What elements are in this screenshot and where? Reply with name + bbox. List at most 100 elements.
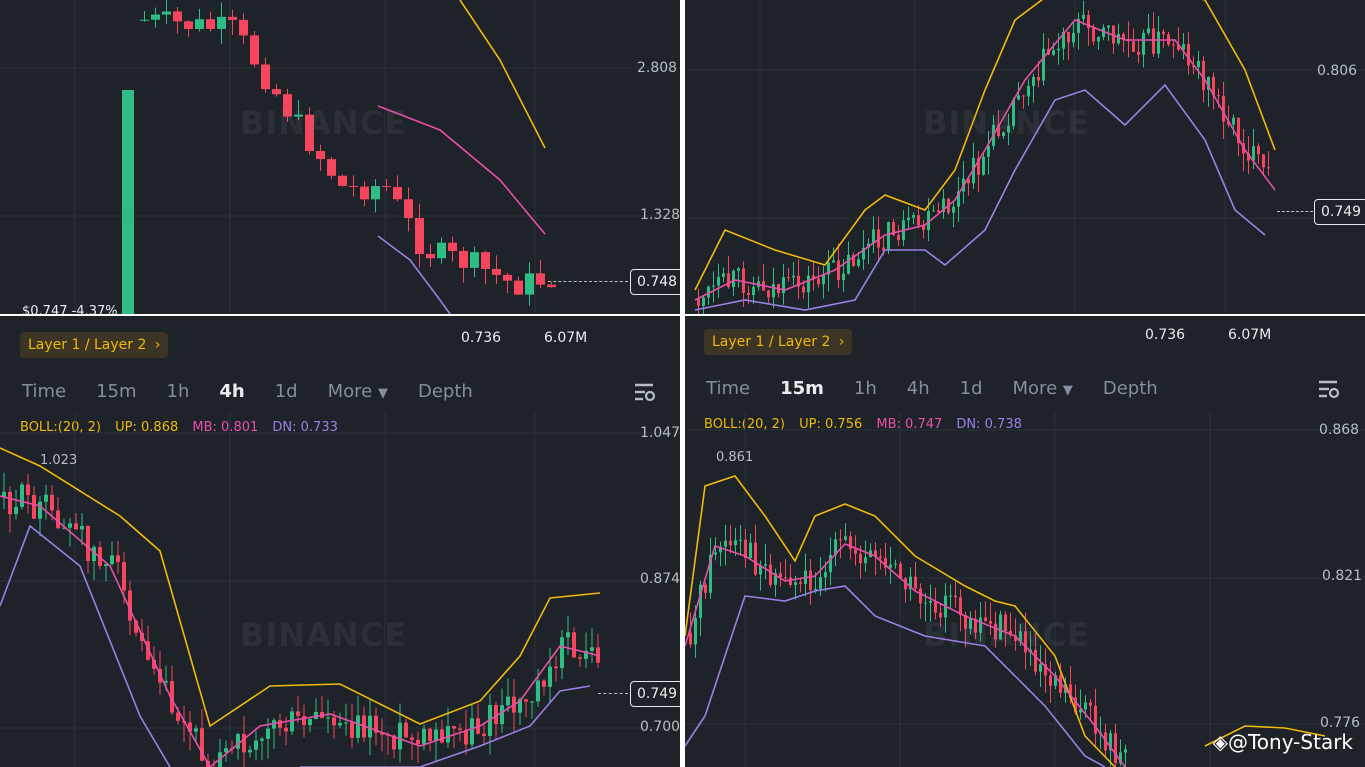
tab-depth[interactable]: Depth (1102, 378, 1158, 399)
candle-body (302, 715, 306, 726)
candle-body (964, 615, 967, 629)
candle-body (887, 222, 890, 251)
binance-watermark: BINANCE (240, 104, 407, 142)
candle-body (752, 286, 755, 296)
candle-body (437, 242, 446, 259)
bottom-left-chart-panel[interactable]: 0.736 6.07M Layer 1 / Layer 2 › Time 15m… (0, 316, 680, 767)
candle-body (924, 602, 927, 604)
candle-body (1004, 614, 1007, 631)
high-price-marker: 0.861 (716, 450, 754, 465)
top-left-chart-panel[interactable]: BINANCE 2.808 1.328 0.748 $0.747 -4.37% (0, 0, 680, 314)
candle-body (536, 273, 545, 285)
top-right-chart-panel[interactable]: BINANCE 0.806 0.749 (685, 0, 1365, 314)
candle-body (834, 539, 837, 555)
candle-body (932, 210, 935, 212)
candle-body (694, 617, 697, 645)
candle-body (1137, 51, 1140, 55)
tab-more[interactable]: More ▼ (328, 381, 388, 402)
candle-body (1069, 684, 1072, 698)
candle-body (852, 254, 855, 266)
candle-body (162, 11, 171, 15)
candle-body (446, 726, 450, 743)
candle-body (837, 260, 840, 281)
candlestick-chart-top-right[interactable] (685, 0, 1365, 314)
boll-middle-line (377, 105, 546, 235)
candle-body (1124, 749, 1127, 753)
candle-body (152, 659, 156, 669)
candle-body (151, 14, 160, 20)
candle-body (1257, 146, 1260, 155)
candle-body (719, 546, 722, 553)
category-tag[interactable]: Layer 1 / Layer 2 › (20, 332, 169, 358)
candle-body (1044, 664, 1047, 676)
chart-settings-icon[interactable] (633, 381, 657, 403)
candle-body (827, 262, 830, 275)
boll-middle-line (0, 495, 601, 767)
tab-depth[interactable]: Depth (417, 381, 473, 402)
candle-body (164, 681, 168, 683)
candle-body (1119, 752, 1122, 764)
candle-body (1049, 675, 1052, 686)
candle-body (929, 601, 932, 603)
category-tag[interactable]: Layer 1 / Layer 2 › (704, 329, 853, 355)
candle-body (1037, 76, 1040, 81)
candle-body (727, 273, 730, 288)
price-guide-line (598, 693, 628, 694)
tab-4h[interactable]: 4h (906, 378, 930, 399)
candle-body (1019, 631, 1022, 642)
tab-time[interactable]: Time (22, 381, 67, 402)
candle-body (20, 484, 24, 507)
candle-body (26, 484, 30, 496)
boll-lower-line (377, 235, 451, 314)
tab-more[interactable]: More ▼ (1013, 378, 1073, 399)
tab-1h[interactable]: 1h (166, 381, 190, 402)
boll-middle: MB: 0.801 (192, 420, 259, 435)
tab-1d[interactable]: 1d (274, 381, 298, 402)
candle-body (371, 186, 380, 200)
binance-watermark: BINANCE (240, 616, 407, 654)
candle-body (1102, 27, 1105, 38)
candle-body (305, 114, 314, 151)
candle-body (759, 565, 762, 575)
candlestick-chart-top-left[interactable] (0, 0, 680, 314)
boll-upper-line (0, 447, 601, 728)
tab-time[interactable]: Time (706, 378, 751, 399)
candle-body (802, 286, 805, 293)
tab-1d[interactable]: 1d (959, 378, 983, 399)
candle-body (316, 150, 325, 160)
candle-body (382, 186, 391, 188)
candle-body (1109, 733, 1112, 751)
candle-body (754, 542, 757, 575)
candle-body (1087, 14, 1090, 29)
candle-body (459, 250, 468, 268)
candle-body (917, 215, 920, 226)
candle-body (789, 577, 792, 586)
tab-4h[interactable]: 4h (219, 381, 245, 402)
candle-body (261, 64, 270, 90)
candle-body (224, 748, 228, 753)
candle-body (514, 280, 523, 295)
candle-body (1077, 19, 1080, 33)
candle-body (1237, 117, 1240, 144)
y-tick-label: 0.874 (640, 571, 680, 587)
candle-body (744, 539, 747, 559)
tab-15m[interactable]: 15m (96, 381, 137, 402)
candlestick-chart-bottom-left[interactable] (0, 316, 680, 767)
candle-body (360, 186, 369, 200)
candlestick-chart-bottom-right[interactable] (685, 316, 1365, 767)
candle-body (772, 284, 775, 298)
candle-body (739, 539, 742, 541)
candle-body (434, 729, 438, 742)
candle-body (217, 16, 226, 29)
tab-1h[interactable]: 1h (853, 378, 877, 399)
candle-body (1252, 146, 1255, 161)
candle-body (518, 699, 522, 713)
chart-settings-icon[interactable] (1317, 378, 1341, 400)
candle-body (32, 495, 36, 519)
candle-body (482, 733, 486, 737)
candle-body (969, 618, 972, 629)
candle-body (1039, 664, 1042, 672)
bottom-right-chart-panel[interactable]: 0.736 6.07M Layer 1 / Layer 2 › Time 15m… (685, 316, 1365, 767)
candle-body (874, 550, 877, 557)
tab-15m[interactable]: 15m (780, 378, 824, 399)
